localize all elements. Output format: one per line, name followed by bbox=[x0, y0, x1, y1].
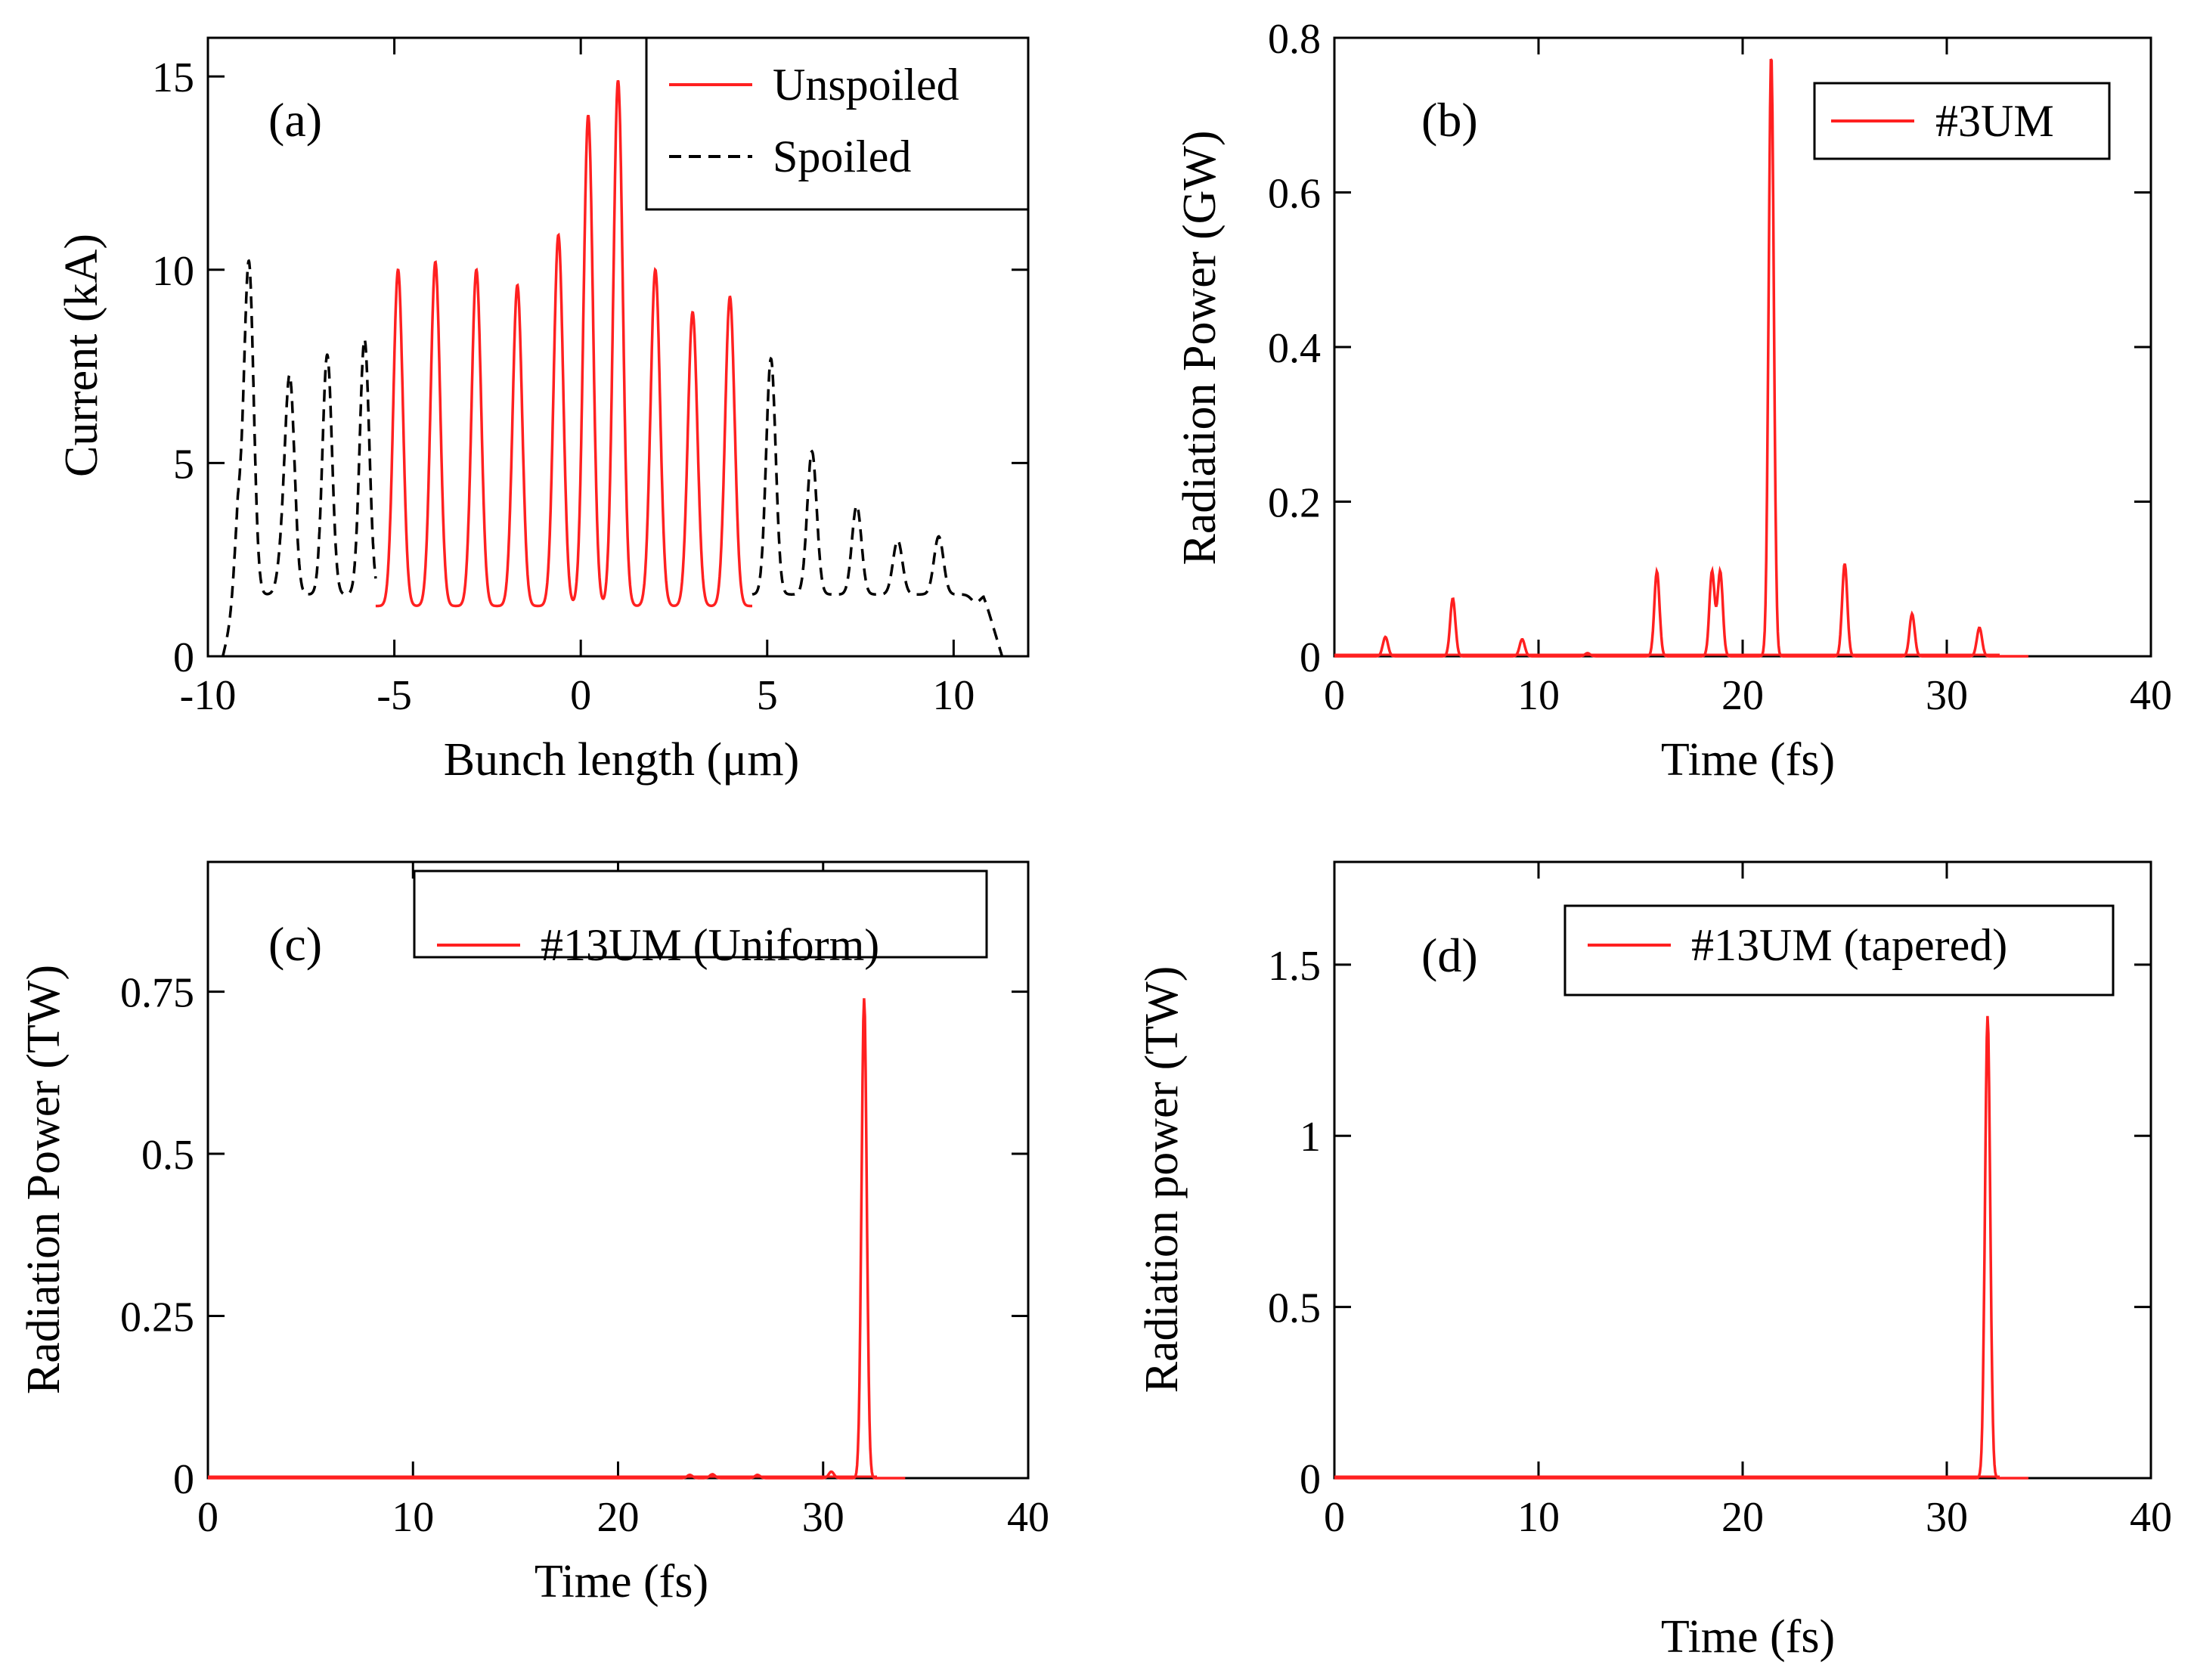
panel-a-series-1-line bbox=[222, 259, 377, 657]
panel-c-series-0-line bbox=[208, 998, 906, 1480]
panel-d-y-tick-label: 1 bbox=[1300, 1114, 1321, 1161]
panel-a-y-tick-label: 10 bbox=[152, 248, 194, 295]
panel-c-plot: 0 10 20 30 40 0 0.25 0.5 0.75 bbox=[120, 860, 1049, 1541]
panel-b-x-tick-label: 0 bbox=[1324, 672, 1345, 719]
panel-d-y-axis-title: Radiation power (TW) bbox=[1136, 966, 1188, 1393]
panel-c-y-tick-label: 0.75 bbox=[120, 970, 194, 1017]
panel-a-x-tick-label: -5 bbox=[377, 672, 412, 719]
panel-d-legend: #13UM (tapered) bbox=[1563, 904, 2115, 997]
panel-d-x-tick-label: 0 bbox=[1324, 1494, 1345, 1541]
panel-b: 0 10 20 30 40 0 0.2 0.4 0.6 0.8 #3UM (b) Time (fs… bbox=[1174, 16, 2172, 786]
panel-a-legend-box bbox=[645, 36, 1030, 211]
panel-d-x-tick-label: 20 bbox=[1721, 1494, 1764, 1541]
panel-b-x-axis-title: Time (fs) bbox=[1661, 734, 1835, 786]
panel-c-legend: #13UM (Uniform) bbox=[413, 869, 988, 970]
panel-d-label: (d) bbox=[1421, 928, 1478, 982]
panel-d-y-tick-label: 1.5 bbox=[1268, 943, 1321, 990]
panel-b-x-tick-label: 10 bbox=[1517, 672, 1560, 719]
panel-b-x-tick-label: 20 bbox=[1721, 672, 1764, 719]
panel-b-y-tick-label: 0.6 bbox=[1268, 171, 1321, 218]
panel-a-legend-label-unspoiled: Unspoiled bbox=[773, 60, 959, 110]
panel-c-x-tick-label: 40 bbox=[1007, 1494, 1049, 1541]
panel-b-legend: #3UM bbox=[1813, 82, 2111, 160]
panel-c-y-tick-label: 0.25 bbox=[120, 1294, 194, 1341]
panel-a: -10 -5 0 5 10 0 5 10 15 Unspoiled Spoiled (a) Bu… bbox=[56, 36, 1030, 786]
panel-b-x-tick-label: 40 bbox=[2130, 672, 2172, 719]
panel-c-x-tick-label: 10 bbox=[392, 1494, 434, 1541]
panel-c-x-axis-title: Time (fs) bbox=[535, 1556, 708, 1607]
panel-d-x-tick-label: 30 bbox=[1926, 1494, 1968, 1541]
panel-c-y-tick-label: 0 bbox=[173, 1456, 194, 1503]
panel-d-legend-box bbox=[1563, 904, 2115, 997]
panel-c-legend-label: #13UM (Uniform) bbox=[541, 920, 879, 970]
panel-c-y-tick-label: 0.5 bbox=[141, 1132, 194, 1179]
panel-c-legend-box bbox=[413, 869, 988, 959]
panel-b-y-tick-label: 0.8 bbox=[1268, 16, 1321, 63]
panel-c-x-tick-label: 0 bbox=[197, 1494, 218, 1541]
panel-a-x-tick-label: 5 bbox=[757, 672, 778, 719]
panel-c-x-tick-label: 20 bbox=[597, 1494, 640, 1541]
panel-b-legend-label: #3UM bbox=[1935, 96, 2054, 146]
panel-a-y-tick-label: 15 bbox=[152, 54, 194, 101]
panel-c: 0 10 20 30 40 0 0.25 0.5 0.75 #13UM (Uniform) (c… bbox=[18, 860, 1049, 1607]
panel-c-x-tick-label: 30 bbox=[802, 1494, 844, 1541]
panel-b-x-tick-label: 30 bbox=[1926, 672, 1968, 719]
panel-a-legend: Unspoiled Spoiled bbox=[645, 36, 1030, 211]
panel-c-y-axis-title: Radiation Power (TW) bbox=[18, 965, 70, 1394]
panel-a-axes-frame bbox=[206, 36, 1030, 658]
panel-d-y-tick-label: 0 bbox=[1300, 1456, 1321, 1503]
panel-a-label: (a) bbox=[268, 93, 322, 147]
panel-b-y-tick-label: 0 bbox=[1300, 634, 1321, 681]
panel-d-y-tick-label: 0.5 bbox=[1268, 1285, 1321, 1332]
panel-d-x-axis-title: Time (fs) bbox=[1661, 1611, 1835, 1663]
panel-a-x-tick-label: 10 bbox=[932, 672, 975, 719]
panel-a-y-axis-title: Current (kA) bbox=[56, 234, 107, 477]
panel-d: 0 10 20 30 40 0 0.5 1 1.5 #13UM (tapered) (d) Ti… bbox=[1136, 860, 2172, 1663]
panel-b-plot: 0 10 20 30 40 0 0.2 0.4 0.6 0.8 bbox=[1268, 16, 2172, 719]
panel-b-y-axis-title: Radiation Power (GW) bbox=[1174, 130, 1226, 565]
panel-a-x-axis-title: Bunch length (μm) bbox=[444, 734, 800, 786]
panel-a-legend-label-spoiled: Spoiled bbox=[773, 132, 911, 181]
panel-b-y-tick-label: 0.4 bbox=[1268, 325, 1321, 372]
panel-c-label: (c) bbox=[268, 917, 322, 971]
panel-a-y-tick-label: 0 bbox=[173, 634, 194, 681]
panel-a-x-tick-label: -10 bbox=[180, 672, 237, 719]
panel-a-x-tick-label: 0 bbox=[570, 672, 591, 719]
panel-b-label: (b) bbox=[1421, 93, 1478, 147]
panel-d-plot: 0 10 20 30 40 0 0.5 1 1.5 bbox=[1268, 860, 2172, 1541]
panel-d-x-tick-label: 40 bbox=[2130, 1494, 2172, 1541]
panel-b-series-0-line bbox=[1334, 58, 2028, 658]
panel-b-y-tick-label: 0.2 bbox=[1268, 480, 1321, 527]
panel-a-y-tick-label: 5 bbox=[173, 441, 194, 488]
panel-a-series-1-line bbox=[751, 356, 1004, 657]
panel-d-legend-label: #13UM (tapered) bbox=[1691, 920, 2007, 970]
panel-a-series-0-line bbox=[375, 79, 752, 608]
panel-d-x-tick-label: 10 bbox=[1517, 1494, 1560, 1541]
panel-d-series-0-line bbox=[1334, 1015, 2028, 1480]
